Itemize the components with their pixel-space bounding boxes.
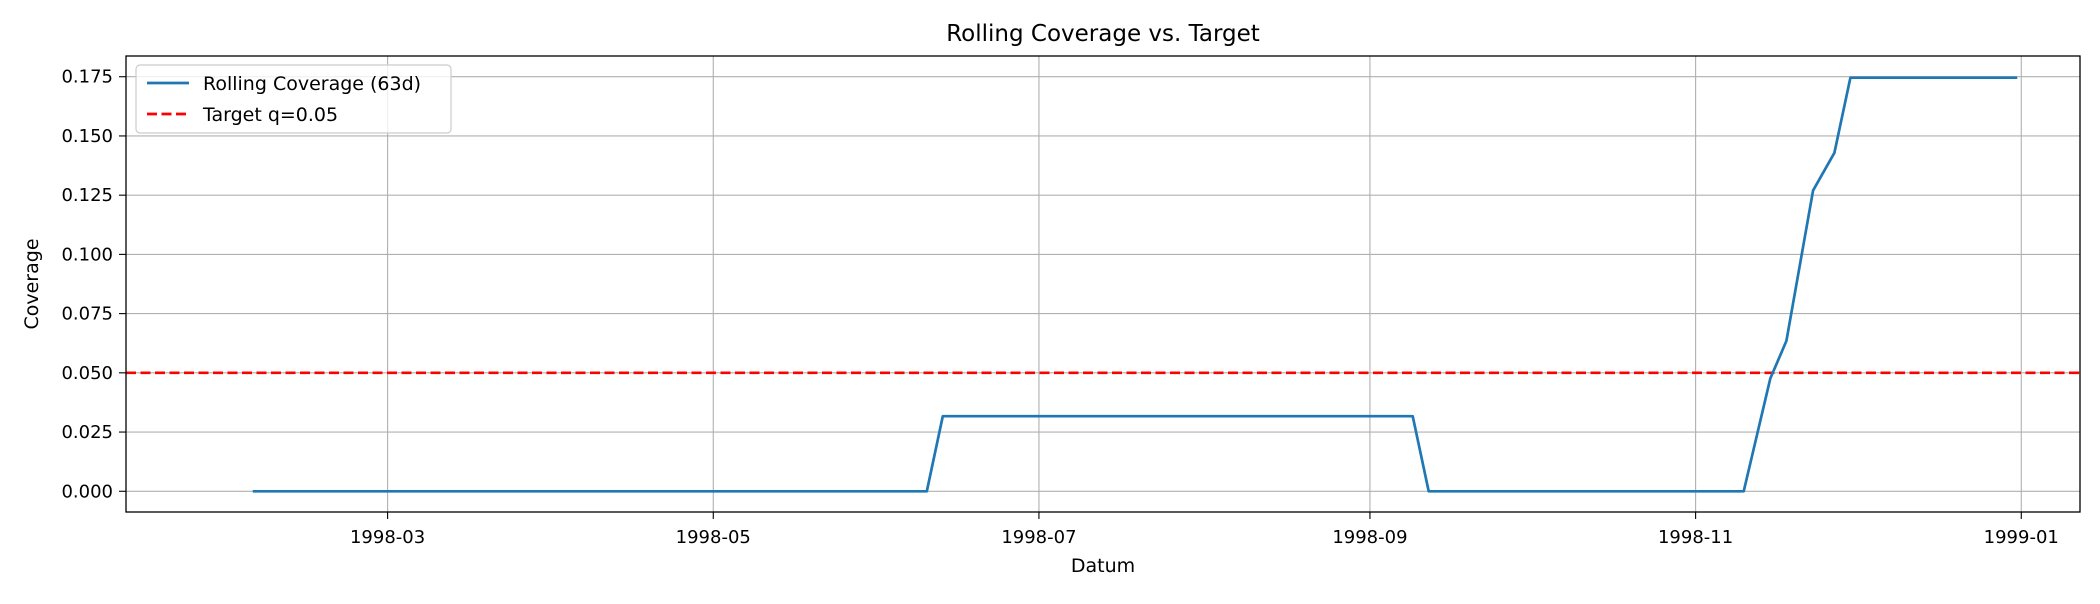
legend-label-rolling-coverage: Rolling Coverage (63d): [203, 73, 421, 95]
y-tick-label: 0.150: [61, 126, 113, 147]
legend-box: [135, 64, 452, 134]
x-axis-label: Datum: [1071, 555, 1135, 577]
y-tick-label: 0.175: [61, 67, 113, 88]
tick-layer: 1998-03 1998-05 1998-07 1998-09 1998-11 1999-…: [61, 67, 2058, 548]
series-layer: [126, 76, 2080, 493]
x-tick-label: 1998-03: [350, 527, 425, 548]
plot-frame: [125, 55, 2081, 513]
x-tick-label: 1998-11: [1658, 527, 1733, 548]
x-tick-label: 1998-09: [1332, 527, 1407, 548]
legend: Rolling Coverage (63d) Target q=0.05: [135, 64, 452, 134]
y-axis-label: Coverage: [21, 238, 43, 329]
x-tick-label: 1998-05: [676, 527, 751, 548]
y-tick-label: 0.075: [61, 304, 113, 325]
y-tick-label: 0.125: [61, 185, 113, 206]
chart-title: Rolling Coverage vs. Target: [946, 21, 1260, 47]
rolling-coverage-line: [252, 76, 2018, 493]
y-tick-label: 0.000: [61, 481, 113, 502]
y-tick-label: 0.100: [61, 244, 113, 265]
y-tick-label: 0.025: [61, 422, 113, 443]
x-tick-label: 1999-01: [1984, 527, 2059, 548]
x-tick-label: 1998-07: [1001, 527, 1076, 548]
y-tick-label: 0.050: [61, 363, 113, 384]
legend-label-target: Target q=0.05: [202, 104, 338, 126]
